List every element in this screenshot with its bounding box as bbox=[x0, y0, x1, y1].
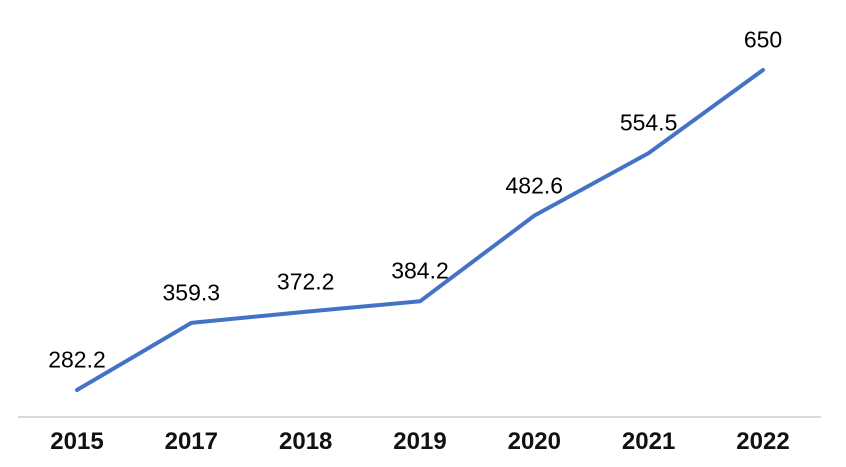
line-series bbox=[75, 68, 765, 392]
data-label: 482.6 bbox=[505, 172, 564, 199]
data-label: 554.5 bbox=[619, 109, 678, 136]
x-axis-label: 2017 bbox=[164, 428, 218, 455]
data-label: 650 bbox=[743, 26, 783, 53]
x-axis-label: 2022 bbox=[736, 428, 790, 455]
x-axis-label: 2015 bbox=[50, 428, 104, 455]
x-axis-label: 2020 bbox=[507, 428, 561, 455]
x-axis-label: 2021 bbox=[621, 428, 676, 455]
data-label: 359.3 bbox=[162, 279, 221, 306]
x-axis-line bbox=[18, 416, 821, 418]
data-label: 384.2 bbox=[391, 257, 449, 284]
x-axis-label: 2019 bbox=[393, 428, 447, 455]
data-label: 372.2 bbox=[276, 268, 335, 295]
data-label: 282.2 bbox=[48, 346, 106, 373]
x-axis-label: 2018 bbox=[278, 428, 333, 455]
